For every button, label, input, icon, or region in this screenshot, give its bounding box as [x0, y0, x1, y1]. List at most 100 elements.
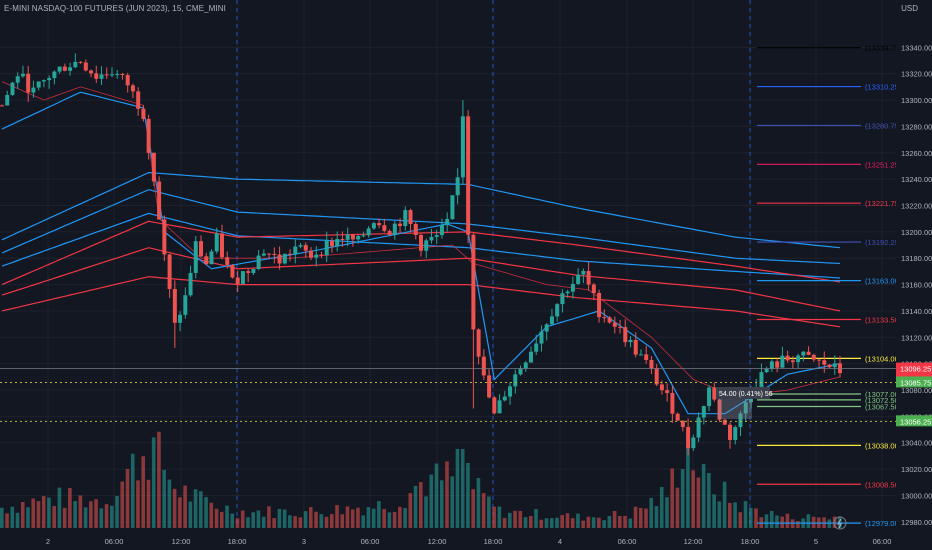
- price-tick-label: 12980.00: [901, 518, 932, 527]
- candle-body: [665, 390, 670, 393]
- candle-body: [350, 234, 355, 240]
- candle-body: [513, 374, 518, 387]
- volume-bar: [167, 479, 172, 528]
- measure-label-bg: [716, 386, 770, 399]
- volume-bar: [89, 501, 93, 528]
- volume-bar: [728, 502, 732, 528]
- candle-body: [628, 339, 633, 343]
- time-tick-label: 18:00: [228, 537, 247, 546]
- candle-body: [314, 254, 319, 258]
- level-label: (13133.50): [865, 316, 902, 325]
- volume-bar: [838, 516, 842, 528]
- volume-bar: [141, 456, 146, 528]
- candle-body: [162, 219, 167, 255]
- volume-bar: [230, 513, 235, 528]
- candle-body: [408, 210, 413, 224]
- volume-bar: [811, 516, 816, 528]
- level-label: (13192.25): [865, 238, 902, 247]
- time-axis[interactable]: 2 06:00 12:00 18:00 3 06:00 12:00 18:00 4 06:00 12…: [0, 532, 932, 550]
- volume-bar: [618, 515, 622, 528]
- volume-bar: [764, 514, 769, 528]
- candle-body: [607, 317, 612, 323]
- level-lines: (13339.75) (13310.25) (13280.75) (13251.25)…: [757, 44, 902, 528]
- volume-bar: [52, 506, 56, 528]
- volume-bar: [319, 514, 324, 528]
- candle-body: [261, 253, 266, 256]
- candle-body: [419, 234, 423, 251]
- volume-bar: [204, 497, 208, 528]
- price-axis[interactable]: 13340.00 13320.00 13300.00 13280.00 13260.00…: [896, 0, 932, 550]
- candle-body: [717, 399, 722, 420]
- candle-body: [487, 375, 492, 398]
- time-axis-bg: [0, 532, 932, 550]
- volume-bar: [78, 495, 83, 528]
- price-tick-label: 13120.00: [901, 333, 932, 342]
- volume-bar: [502, 517, 507, 528]
- time-tick-label: 12:00: [428, 537, 447, 546]
- time-tick-label: 5: [814, 537, 818, 546]
- candle-body: [675, 413, 680, 421]
- candle-body: [670, 392, 675, 414]
- candle-body: [130, 85, 135, 92]
- candle-body: [827, 364, 832, 368]
- candle-body: [455, 177, 460, 196]
- candle-body: [618, 326, 623, 328]
- candle-body: [492, 397, 497, 414]
- volume-bar: [570, 518, 575, 528]
- candle-body: [811, 354, 816, 360]
- candle-body: [471, 234, 476, 330]
- level-label: (13077.00): [865, 390, 902, 399]
- candle-body: [47, 78, 52, 81]
- price-tick-label: 13000.00: [901, 491, 932, 500]
- price-label: 13056.25: [900, 417, 931, 426]
- chart-tools: [833, 516, 847, 530]
- candle-body: [104, 74, 109, 76]
- candle-body: [785, 355, 790, 361]
- candle-body: [10, 82, 15, 95]
- candle-body: [193, 241, 198, 273]
- volume-bar: [303, 511, 308, 528]
- price-label: 13096.25: [900, 365, 931, 374]
- volume-bar: [272, 518, 276, 528]
- volume-bar: [680, 469, 685, 528]
- volume-bar: [806, 514, 811, 528]
- volume-bar: [471, 489, 475, 528]
- volume-bar: [581, 520, 585, 528]
- volume-bar: [246, 517, 250, 528]
- volume-bar: [754, 508, 758, 528]
- candle-body: [125, 75, 130, 86]
- candle-body: [591, 284, 596, 293]
- currency-label: USD: [901, 4, 918, 13]
- red-band-line: [1, 247, 841, 312]
- volume-bar: [293, 516, 297, 528]
- level-label: (13310.25): [865, 83, 902, 92]
- volume-bar: [623, 515, 627, 528]
- volume-bar: [654, 506, 659, 528]
- candle-body: [288, 253, 293, 255]
- candle-body: [89, 70, 94, 74]
- candle-body: [822, 360, 827, 365]
- candle-body: [560, 293, 565, 305]
- candle-body: [612, 322, 617, 327]
- volume-bar: [178, 497, 182, 528]
- volume-bar: [324, 516, 329, 528]
- volume-bar: [256, 510, 261, 528]
- volume-bar: [109, 505, 114, 528]
- candle-body: [115, 73, 120, 75]
- volume-bar: [172, 488, 177, 528]
- volume-bar: [188, 501, 193, 528]
- candle-body: [94, 73, 99, 79]
- volume-bar: [136, 480, 140, 528]
- candle-body: [246, 271, 251, 273]
- blue-band-line: [1, 189, 841, 265]
- candle-body: [549, 316, 554, 325]
- time-tick-label: 12:00: [684, 537, 703, 546]
- candle-body: [36, 81, 41, 88]
- level-label: (13104.00): [865, 354, 902, 363]
- candle-body: [335, 239, 340, 247]
- volume-bar: [267, 506, 271, 528]
- candle-body: [413, 223, 418, 235]
- candle-body: [146, 118, 151, 153]
- volume-bar: [675, 487, 680, 528]
